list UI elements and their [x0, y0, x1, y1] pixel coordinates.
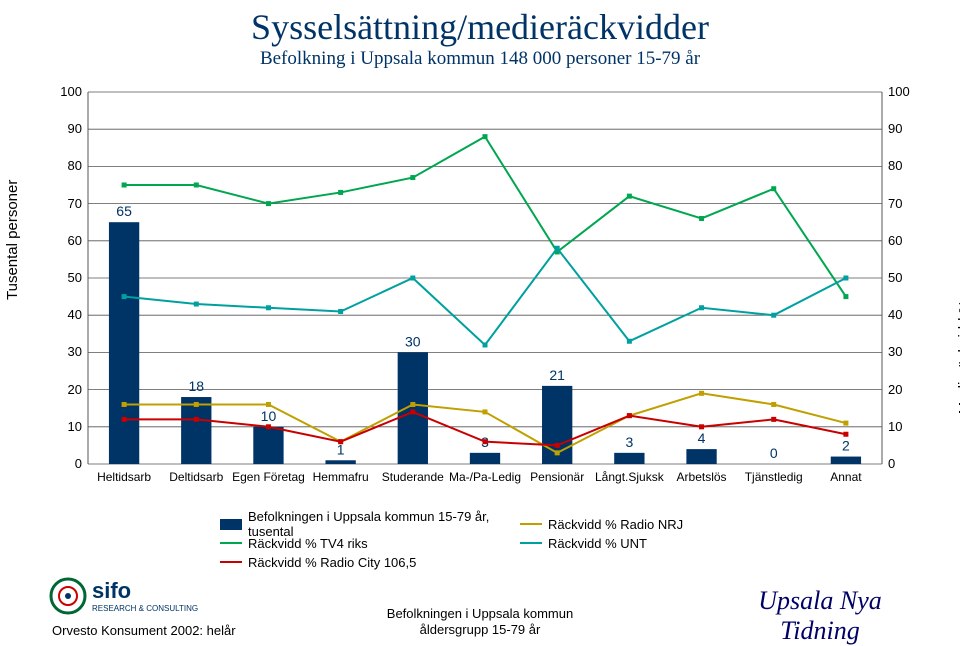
svg-text:18: 18	[188, 378, 204, 394]
x-tick-label: Pensionär	[530, 470, 584, 484]
svg-text:2: 2	[842, 438, 850, 454]
legend-swatch-bar	[220, 519, 242, 530]
y-tick-left: 30	[52, 344, 82, 359]
x-tick-label: Deltidsarb	[169, 470, 223, 484]
y-tick-right: 0	[888, 456, 918, 471]
svg-text:21: 21	[549, 367, 565, 383]
page-subtitle: Befolkning i Uppsala kommun 148 000 pers…	[0, 48, 960, 70]
x-tick-label: Egen Företag	[232, 470, 305, 484]
legend-item-tv4: Räckvidd % TV4 riks	[220, 536, 520, 551]
y-axis-left-label: Tusental personer	[4, 180, 21, 300]
legend-swatch-line	[520, 523, 542, 525]
legend-row: Räckvidd % TV4 riks Räckvidd % UNT	[220, 535, 780, 551]
x-tick-label: Ma-/Pa-Ledig	[449, 470, 521, 484]
legend: Befolkningen i Uppsala kommun 15-79 år, …	[220, 516, 780, 573]
y-tick-left: 70	[52, 196, 82, 211]
y-tick-right: 90	[888, 121, 918, 136]
y-tick-right: 50	[888, 270, 918, 285]
unt-logo: Upsala Nya Tidning	[720, 586, 920, 630]
svg-text:4: 4	[698, 430, 706, 446]
svg-text:10: 10	[261, 408, 277, 424]
legend-label: Räckvidd % UNT	[548, 536, 647, 551]
x-tick-label: Annat	[830, 470, 861, 484]
y-tick-right: 20	[888, 382, 918, 397]
y-tick-right: 80	[888, 158, 918, 173]
legend-swatch-line	[220, 542, 242, 544]
x-tick-label: Tjänstledig	[745, 470, 803, 484]
y-tick-left: 20	[52, 382, 82, 397]
y-tick-right: 40	[888, 307, 918, 322]
svg-text:0: 0	[770, 445, 778, 461]
x-tick-label: Arbetslös	[677, 470, 727, 484]
svg-text:3: 3	[625, 434, 633, 450]
y-tick-left: 0	[52, 456, 82, 471]
x-tick-label: Studerande	[382, 470, 444, 484]
legend-swatch-line	[220, 561, 242, 563]
legend-item-unt: Räckvidd % UNT	[520, 536, 760, 551]
legend-label: Befolkningen i Uppsala kommun 15-79 år, …	[248, 509, 520, 539]
svg-text:sifo: sifo	[92, 578, 131, 603]
y-axis-right-label: Medieräckvidd %	[956, 300, 960, 414]
page: Sysselsättning/medieräckvidder Befolknin…	[0, 0, 960, 646]
y-tick-left: 60	[52, 233, 82, 248]
y-tick-left: 50	[52, 270, 82, 285]
legend-row: Befolkningen i Uppsala kommun 15-79 år, …	[220, 516, 780, 532]
y-tick-left: 80	[52, 158, 82, 173]
y-tick-left: 100	[52, 84, 82, 99]
legend-row: Räckvidd % Radio City 106,5	[220, 554, 780, 570]
legend-label: Räckvidd % TV4 riks	[248, 536, 368, 551]
y-tick-right: 70	[888, 196, 918, 211]
y-tick-right: 100	[888, 84, 918, 99]
legend-swatch-line	[520, 542, 542, 544]
svg-text:65: 65	[116, 203, 132, 219]
y-tick-left: 10	[52, 419, 82, 434]
chart-area: 6518101303213402	[70, 86, 900, 506]
legend-label: Räckvidd % Radio City 106,5	[248, 555, 416, 570]
y-tick-right: 30	[888, 344, 918, 359]
x-tick-label: Hemmafru	[313, 470, 369, 484]
chart-svg: 6518101303213402	[70, 86, 900, 506]
legend-label: Räckvidd % Radio NRJ	[548, 517, 683, 532]
x-tick-label: Långt.Sjuksk	[595, 470, 664, 484]
page-title: Sysselsättning/medieräckvidder	[0, 6, 960, 48]
y-tick-left: 40	[52, 307, 82, 322]
x-tick-label: Heltidsarb	[97, 470, 151, 484]
legend-item-bar: Befolkningen i Uppsala kommun 15-79 år, …	[220, 509, 520, 539]
y-tick-right: 60	[888, 233, 918, 248]
svg-text:30: 30	[405, 333, 421, 349]
y-tick-left: 90	[52, 121, 82, 136]
legend-item-nrj: Räckvidd % Radio NRJ	[520, 517, 760, 532]
legend-item-city: Räckvidd % Radio City 106,5	[220, 555, 520, 570]
y-tick-right: 10	[888, 419, 918, 434]
